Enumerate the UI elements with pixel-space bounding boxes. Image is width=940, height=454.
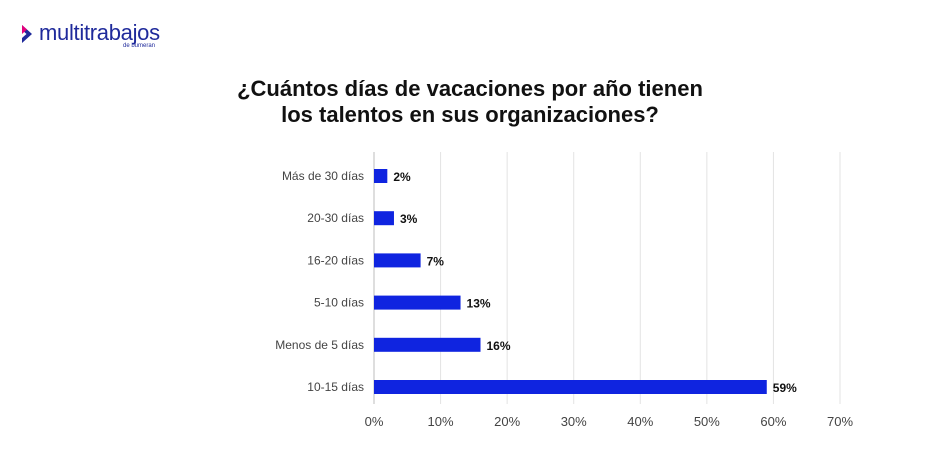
y-category-label: 20-30 días <box>307 211 364 225</box>
x-tick-label: 0% <box>365 414 384 429</box>
y-category-label: 16-20 días <box>307 253 364 267</box>
brand-name: multitrabajos <box>39 20 160 45</box>
x-tick-label: 60% <box>760 414 786 429</box>
chart-title-line-1: ¿Cuántos días de vacaciones por año tien… <box>237 76 703 101</box>
bar-value-label: 3% <box>400 212 418 226</box>
x-tick-label: 30% <box>561 414 587 429</box>
bar-value-label: 13% <box>467 297 491 311</box>
x-tick-label: 10% <box>428 414 454 429</box>
bar-value-label: 7% <box>427 254 445 268</box>
bar-value-label: 2% <box>393 170 411 184</box>
y-category-label: 5-10 días <box>314 296 364 310</box>
bar <box>374 211 394 226</box>
bar-value-label: 59% <box>773 381 797 395</box>
brand-subtitle: de bumeran <box>123 43 156 49</box>
brand-logo: multitrabajos de bumeran <box>20 20 190 56</box>
bar <box>374 295 461 310</box>
x-tick-label: 70% <box>827 414 853 429</box>
chart-title: ¿Cuántos días de vacaciones por año tien… <box>0 76 940 128</box>
y-category-label: 10-15 días <box>307 380 364 394</box>
chart-title-line-2: los talentos en sus organizaciones? <box>281 102 659 127</box>
bar <box>374 169 388 183</box>
bar <box>374 253 421 268</box>
y-category-label: Menos de 5 días <box>275 338 364 352</box>
x-tick-label: 40% <box>627 414 653 429</box>
bar <box>374 337 481 352</box>
bar <box>374 380 767 394</box>
bar-value-label: 16% <box>487 339 511 353</box>
x-tick-label: 50% <box>694 414 720 429</box>
y-category-label: Más de 30 días <box>282 169 364 183</box>
x-tick-label: 20% <box>494 414 520 429</box>
logo-arrow-icon <box>22 25 32 43</box>
